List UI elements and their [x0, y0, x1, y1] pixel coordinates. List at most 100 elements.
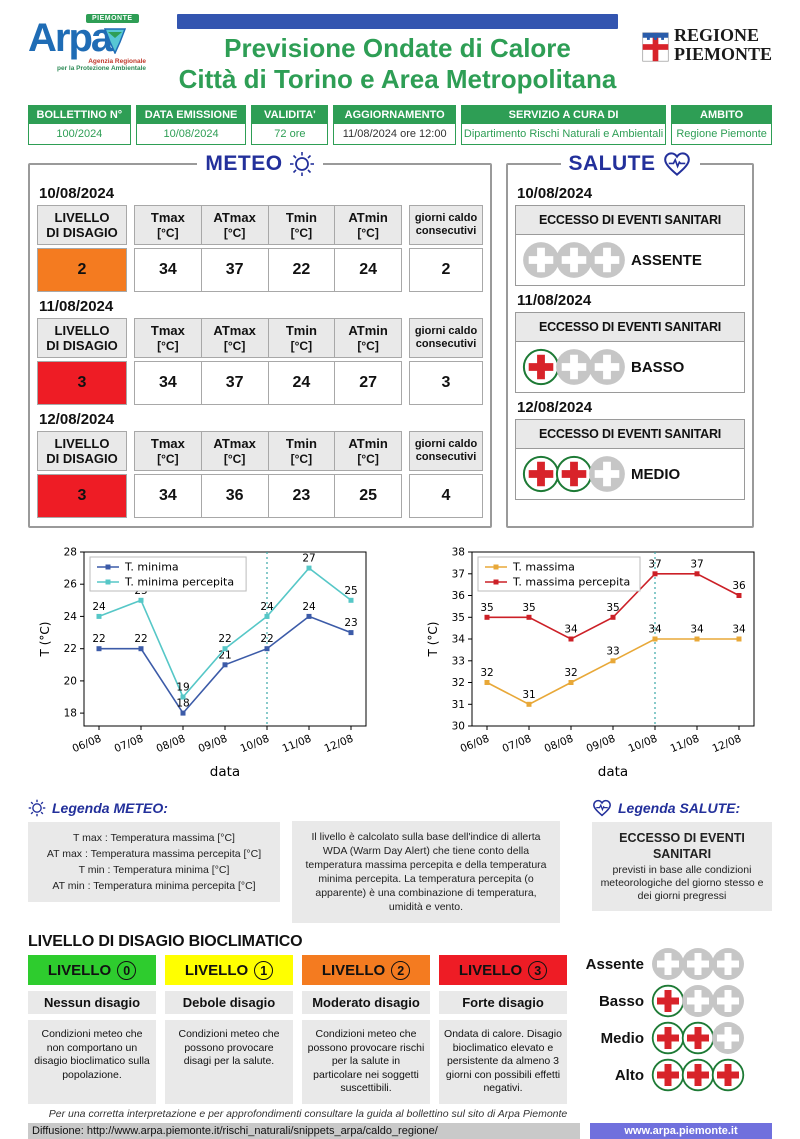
meteo-day-1-atmax: 37: [200, 248, 268, 292]
svg-text:26: 26: [64, 579, 78, 591]
level-3-label: LIVELLO: [458, 961, 523, 979]
svg-text:24: 24: [302, 601, 316, 613]
meteo-day-3: 12/08/2024 LIVELLO DI DISAGIO 3 Tmax [°C]…: [37, 411, 483, 518]
salute-level-assente: Assente: [582, 947, 772, 981]
meteo-day-1-atmin: 24: [334, 248, 402, 292]
disagio-level-3: LIVELLO 3 Forte disagio Ondata di calore.…: [439, 955, 567, 1104]
regione-line2: PIEMONTE: [673, 44, 772, 64]
legend-row-tmax: T max : Temperatura massima [°C]: [73, 832, 235, 844]
meteo-day-2-tmax: 34: [134, 361, 201, 405]
level-3-name: Forte disagio: [439, 991, 567, 1014]
atmax-unit: [°C]: [223, 225, 246, 240]
svg-text:19: 19: [176, 682, 189, 694]
level-2-name: Moderato disagio: [302, 991, 430, 1014]
info-aggiornamento: AGGIORNAMENTO 11/08/2024 ore 12:00: [333, 105, 456, 145]
salute-levels-legend: Assente Basso Medio Alto: [582, 933, 772, 1104]
svg-text:36: 36: [732, 580, 746, 592]
svg-text:30: 30: [452, 721, 465, 733]
salute-day-1-header: ECCESSO DI EVENTI SANITARI: [516, 206, 744, 235]
salute-day-2-header: ECCESSO DI EVENTI SANITARI: [516, 313, 744, 342]
salute-level-alto: Alto: [582, 1058, 772, 1092]
level-3-number: 3: [528, 960, 548, 980]
meteo-section-title: METEO: [197, 151, 322, 177]
header: PIEMONTE Arpa Agenzia Regionale per la P…: [28, 14, 772, 95]
svg-text:34: 34: [690, 624, 704, 636]
atmax-header: ATmax: [213, 209, 256, 225]
heart-pulse-icon: [593, 799, 611, 817]
legenda-salute: Legenda SALUTE: ECCESSO DI EVENTI SANITA…: [592, 799, 772, 923]
main-content: METEO 10/08/2024 LIVELLO DI DISAGIO 2 Tm…: [28, 151, 772, 528]
svg-text:37: 37: [690, 558, 703, 570]
svg-text:31: 31: [452, 699, 465, 711]
alto-label: Alto: [614, 1066, 644, 1084]
legend-row-atmin: AT min : Temperatura minima percepita [°…: [52, 880, 256, 892]
svg-text:T (°C): T (°C): [426, 622, 440, 658]
info-validita-label: VALIDITA': [252, 106, 328, 124]
svg-text:10/08: 10/08: [627, 733, 660, 755]
svg-text:11/08: 11/08: [281, 733, 314, 755]
salute-day-3-level-label: MEDIO: [631, 465, 681, 483]
title-block: Previsione Ondate di Calore Città di Tor…: [153, 14, 642, 95]
salute-day-1-level-label: ASSENTE: [631, 251, 702, 269]
arpa-logo: PIEMONTE Arpa Agenzia Regionale per la P…: [28, 14, 153, 72]
level-0-description: Condizioni meteo che non comportano un d…: [28, 1020, 156, 1104]
salute-day-1-date: 10/08/2024: [517, 185, 593, 202]
legenda-salute-box: ECCESSO DI EVENTI SANITARI previsti in b…: [592, 822, 772, 911]
salute-day-3-date: 12/08/2024: [517, 399, 593, 416]
svg-text:T. massima: T. massima: [512, 561, 575, 574]
info-emissione-label: DATA EMISSIONE: [136, 106, 246, 124]
meteo-day-2-tmin: 24: [267, 361, 335, 405]
disagio-section: LIVELLO DI DISAGIO BIOCLIMATICO LIVELLO 0…: [28, 933, 573, 1104]
regione-piemonte-logo: REGIONE PIEMONTE: [642, 14, 772, 68]
salute-day-3-header: ECCESSO DI EVENTI SANITARI: [516, 420, 744, 449]
svg-text:25: 25: [344, 585, 357, 597]
disagio-level-0: LIVELLO 0 Nessun disagio Condizioni meteo…: [28, 955, 156, 1104]
info-bollettino: BOLLETTINO N° 100/2024: [28, 105, 131, 145]
svg-text:10/08: 10/08: [239, 733, 272, 755]
info-emissione-value: 10/08/2024: [163, 128, 219, 140]
svg-text:35: 35: [522, 602, 535, 614]
page-title-line2: Città di Torino e Area Metropolitana: [178, 64, 617, 94]
legends-row: Legenda METEO: T max : Temperatura massi…: [28, 799, 772, 923]
medio-cross-icons: [651, 1021, 744, 1055]
svg-text:38: 38: [452, 547, 465, 559]
meteo-day-1-livello-col: LIVELLO DI DISAGIO 2: [37, 205, 127, 292]
diffusione-link[interactable]: Diffusione: http://www.arpa.piemonte.it/…: [28, 1123, 580, 1139]
level-2-description: Condizioni meteo che possono provocare r…: [302, 1020, 430, 1104]
giorni-header: giorni caldo consecutivi: [409, 205, 483, 245]
svg-text:34: 34: [648, 624, 662, 636]
salute-day-3-cross-icons: [522, 455, 625, 493]
svg-text:32: 32: [452, 677, 465, 689]
svg-text:35: 35: [606, 602, 619, 614]
info-bar: BOLLETTINO N° 100/2024 DATA EMISSIONE 10…: [28, 105, 772, 145]
arpa-site-link[interactable]: www.arpa.piemonte.it: [590, 1123, 772, 1139]
tmin-unit: [°C]: [290, 225, 313, 240]
meteo-day-3-tmax: 34: [134, 474, 201, 518]
legend-row-atmax: AT max : Temperatura massima percepita […: [46, 848, 262, 860]
svg-text:T. minima: T. minima: [124, 561, 179, 574]
tmax-unit: [°C]: [157, 225, 179, 240]
svg-text:12/08: 12/08: [323, 733, 356, 755]
svg-text:06/08: 06/08: [71, 733, 104, 755]
salute-title-text: SALUTE: [568, 152, 656, 175]
medio-label: Medio: [600, 1029, 644, 1047]
level-1-description: Condizioni meteo che possono provocare d…: [165, 1020, 293, 1104]
svg-text:34: 34: [564, 624, 578, 636]
wda-explanation: Il livello è calcolato sulla base dell'i…: [292, 799, 560, 923]
svg-text:36: 36: [452, 590, 466, 602]
svg-text:23: 23: [344, 617, 357, 629]
svg-text:34: 34: [452, 634, 466, 646]
arpa-kite-icon: [104, 28, 126, 54]
level-0-name: Nessun disagio: [28, 991, 156, 1014]
svg-text:12/08: 12/08: [711, 733, 744, 755]
svg-text:24: 24: [260, 601, 274, 613]
svg-text:22: 22: [218, 633, 231, 645]
svg-text:08/08: 08/08: [543, 733, 576, 755]
svg-text:32: 32: [480, 667, 493, 679]
meteo-day-3-level-value: 3: [37, 474, 127, 518]
legenda-salute-title: Legenda SALUTE:: [618, 800, 741, 816]
svg-text:34: 34: [732, 624, 746, 636]
arpa-wordmark: Arpa: [28, 16, 113, 60]
svg-text:35: 35: [452, 612, 465, 624]
